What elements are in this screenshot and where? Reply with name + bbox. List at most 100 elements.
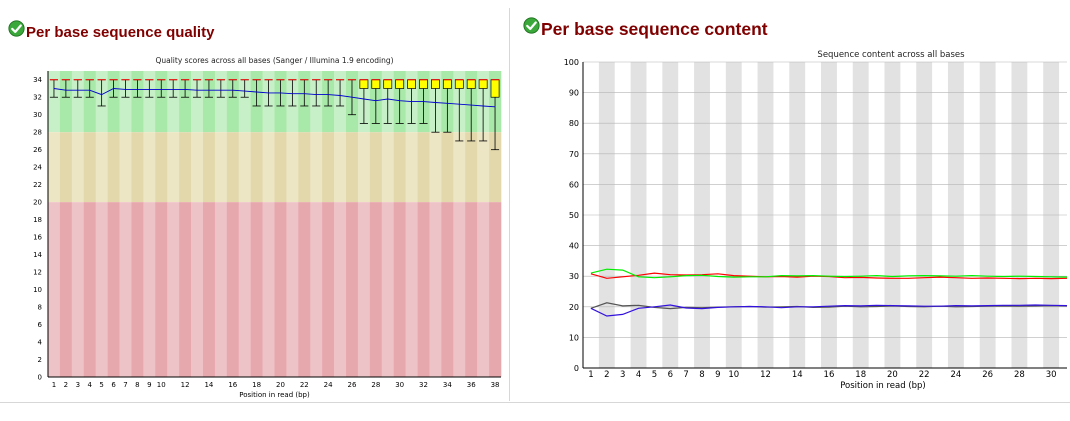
quality-zone-band xyxy=(262,132,275,203)
x-tick-label: 26 xyxy=(982,370,993,380)
quality-zone-band xyxy=(238,71,251,133)
quality-zone-band xyxy=(83,132,96,203)
x-tick-label: 18 xyxy=(855,370,866,380)
panel-divider xyxy=(509,8,510,401)
quality-zone-band xyxy=(71,71,85,133)
quality-zone-band xyxy=(143,71,156,133)
y-tick-label: 10 xyxy=(569,333,579,342)
quality-zone-band xyxy=(214,71,228,133)
quality-zone-band xyxy=(48,132,61,203)
quality-zone-band xyxy=(131,132,144,203)
y-tick-label: 0 xyxy=(574,364,579,373)
module-heading-content-text: Per base sequence content xyxy=(541,19,768,39)
quality-zone-band xyxy=(226,132,240,203)
quality-zone-band xyxy=(95,202,108,377)
y-tick-label: 60 xyxy=(569,180,579,189)
quality-zone-band xyxy=(238,132,251,203)
module-heading-content: Per base sequence content xyxy=(523,17,768,40)
pass-check-icon xyxy=(523,17,540,34)
y-tick-label: 24 xyxy=(33,164,42,172)
y-tick-label: 0 xyxy=(38,374,42,382)
content-line-chart: Sequence content across all bases 0 10 20 30… xyxy=(564,50,1068,391)
quality-zone-band xyxy=(179,132,192,203)
quality-zone-band xyxy=(262,202,275,377)
quality-zone-band xyxy=(429,202,442,377)
quality-zone-band xyxy=(131,71,144,133)
x-tick-label: 7 xyxy=(683,370,688,380)
y-tick-label: 80 xyxy=(569,119,579,128)
iqr-box xyxy=(431,79,440,89)
x-tick-label: 22 xyxy=(300,381,309,389)
quality-zone-band xyxy=(71,132,85,203)
quality-zone-band xyxy=(202,71,216,133)
quality-zone-band xyxy=(322,202,335,377)
x-tick-label: 30 xyxy=(1046,370,1057,380)
quality-zone-band xyxy=(465,202,478,377)
quality-zone-band xyxy=(107,132,120,203)
x-tick-label: 8 xyxy=(135,381,139,389)
quality-zone-band xyxy=(155,71,168,133)
iqr-box xyxy=(419,79,428,89)
y-tick-label: 22 xyxy=(33,181,42,189)
quality-zone-band xyxy=(119,132,132,203)
x-tick-label: 16 xyxy=(228,381,237,389)
iqr-box xyxy=(371,79,381,89)
x-tick-label: 30 xyxy=(395,381,404,389)
quality-zone-band xyxy=(83,71,96,133)
quality-zone-band xyxy=(489,202,502,377)
y-tick-label: 4 xyxy=(38,339,43,347)
x-tick-label: 28 xyxy=(371,381,380,389)
x-tick-label: 8 xyxy=(699,370,704,380)
iqr-box xyxy=(407,79,416,89)
x-tick-label: 14 xyxy=(204,381,213,389)
y-tick-label: 10 xyxy=(33,286,42,294)
x-tick-label: 16 xyxy=(824,370,835,380)
y-tick-label: 2 xyxy=(38,356,42,364)
x-tick-label: 32 xyxy=(419,381,428,389)
x-tick-label: 6 xyxy=(111,381,116,389)
x-tick-label: 5 xyxy=(99,381,103,389)
y-tick-label: 30 xyxy=(33,111,42,119)
x-tick-label: 10 xyxy=(728,370,739,380)
x-tick-label: 5 xyxy=(652,370,657,380)
x-axis-label: Position in read (bp) xyxy=(840,381,926,391)
x-tick-label: 38 xyxy=(491,381,500,389)
quality-zone-band xyxy=(417,132,430,203)
y-tick-label: 18 xyxy=(33,216,42,224)
quality-zone-band xyxy=(59,71,73,133)
quality-zone-band xyxy=(119,71,132,133)
quality-zone-band xyxy=(202,132,216,203)
x-axis-label: Position in read (bp) xyxy=(239,391,310,399)
iqr-box xyxy=(478,79,488,89)
iqr-box xyxy=(442,79,452,89)
quality-zone-band xyxy=(477,132,490,203)
x-tick-label: 28 xyxy=(1014,370,1025,380)
iqr-box xyxy=(359,79,369,89)
x-tick-label: 24 xyxy=(951,370,962,380)
quality-zone-band xyxy=(214,132,228,203)
x-tick-label: 2 xyxy=(64,381,68,389)
x-tick-label: 36 xyxy=(467,381,476,389)
quality-zone-band xyxy=(298,202,311,377)
quality-zone-band xyxy=(167,132,180,203)
quality-zone-band xyxy=(131,202,144,377)
quality-zone-band xyxy=(393,132,406,203)
iqr-box xyxy=(383,79,393,89)
y-tick-label: 34 xyxy=(33,76,42,84)
quality-zone-band xyxy=(95,132,108,203)
quality-zone-band xyxy=(274,132,287,203)
x-tick-label: 26 xyxy=(348,381,357,389)
iqr-box xyxy=(466,79,476,89)
y-tick-label: 40 xyxy=(569,242,579,251)
x-tick-label: 6 xyxy=(668,370,673,380)
quality-zone-band xyxy=(143,202,156,377)
x-tick-label: 2 xyxy=(604,370,609,380)
y-tick-label: 32 xyxy=(33,94,42,102)
y-tick-label: 20 xyxy=(569,303,579,312)
quality-zone-band xyxy=(202,202,216,377)
y-tick-label: 12 xyxy=(33,269,42,277)
quality-zone-band xyxy=(334,202,347,377)
quality-zone-band xyxy=(369,132,383,203)
quality-zone-band xyxy=(191,202,204,377)
x-tick-label: 12 xyxy=(760,370,771,380)
